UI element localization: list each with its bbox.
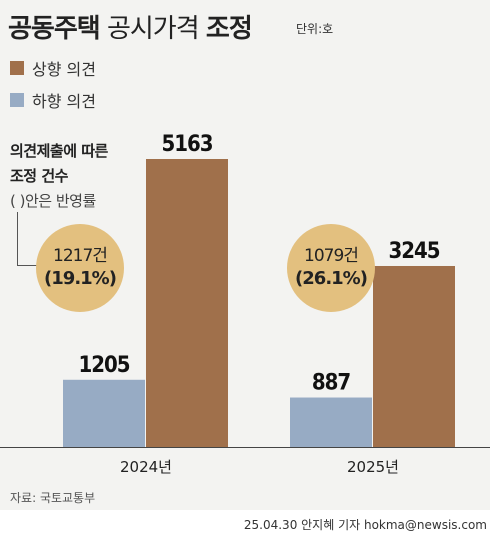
note-bracket-vertical	[17, 212, 18, 265]
data-label-down-2025: 887	[312, 371, 351, 396]
adjusted-rate-2025: (26.1%)	[295, 268, 368, 290]
credit-line: 25.04.30 안지혜 기자 hokma@newsis.com	[243, 518, 487, 532]
bar-chart: 1205 5163 2024년 887 3245 2025년	[0, 132, 490, 476]
bar-down-2024	[63, 379, 145, 447]
legend-downward: 하향 의견	[10, 88, 96, 112]
bar-up-2024	[146, 159, 228, 447]
chart-card: 공동주택 공시가격 조정 단위:호 상향 의견 하향 의견 의견제출에 따른 조…	[0, 0, 490, 510]
legend-label-upward: 상향 의견	[32, 60, 96, 79]
adjusted-circle-2025: 1079건 (26.1%)	[287, 224, 375, 312]
legend-upward: 상향 의견	[10, 56, 96, 80]
data-label-up-2025: 3245	[388, 239, 439, 264]
note-line-2: 조정 건수	[10, 167, 68, 185]
note-line-3: ( )안은 반영률	[10, 192, 96, 210]
note-line-1: 의견제출에 따른	[10, 142, 108, 160]
title-part-3: 조정	[205, 14, 253, 44]
category-label-2024: 2024년	[120, 458, 172, 476]
bar-down-2025	[290, 397, 372, 447]
chart-title: 공동주택 공시가격 조정	[8, 8, 253, 45]
source-label: 자료: 국토교통부	[10, 491, 96, 505]
unit-label: 단위:호	[296, 22, 334, 36]
data-label-up-2024: 5163	[161, 132, 212, 157]
title-part-2: 공시가격	[106, 14, 200, 44]
data-label-down-2024: 1205	[78, 353, 129, 378]
legend-swatch-downward	[10, 93, 24, 107]
category-label-2025: 2025년	[347, 458, 399, 476]
adjusted-rate-2024: (19.1%)	[44, 268, 117, 290]
adjusted-circle-2024: 1217건 (19.1%)	[36, 224, 124, 312]
adjusted-count-2024: 1217건	[53, 246, 108, 267]
title-part-1: 공동주택	[8, 14, 101, 44]
adjusted-count-2025: 1079건	[304, 246, 359, 267]
legend-swatch-upward	[10, 61, 24, 75]
note-bracket-horizontal	[17, 265, 39, 266]
legend-label-downward: 하향 의견	[32, 92, 96, 111]
bar-up-2025	[373, 265, 455, 447]
